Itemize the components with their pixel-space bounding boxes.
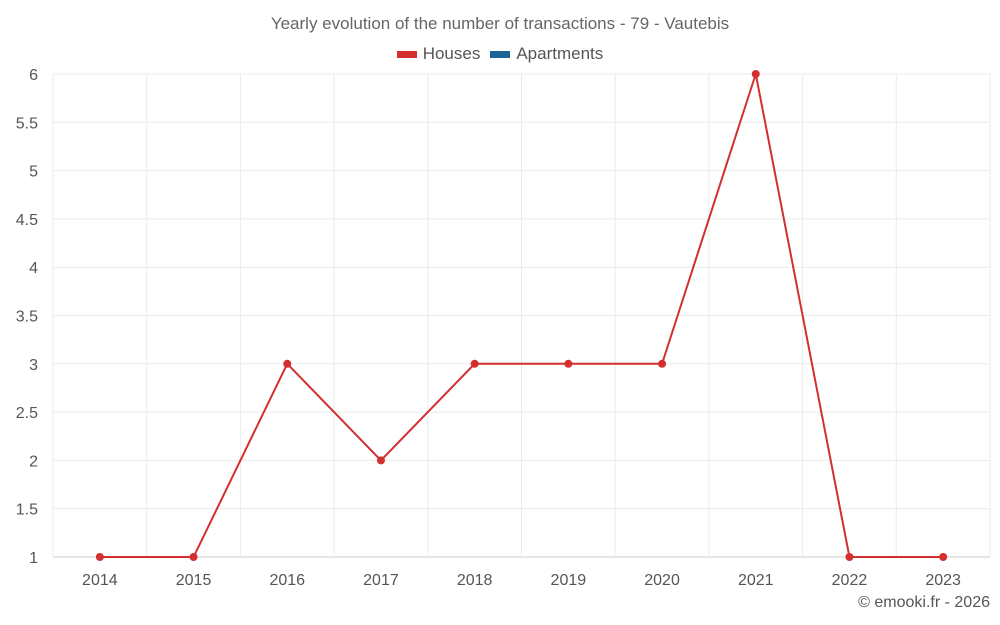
data-point	[751, 70, 760, 78]
x-tick-label: 2016	[269, 572, 305, 589]
data-point	[845, 553, 854, 561]
y-tick-label: 2.5	[16, 405, 38, 422]
legend-item-apartments[interactable]: Apartments	[490, 44, 603, 64]
legend: Houses Apartments	[0, 44, 1000, 64]
legend-swatch-houses	[396, 50, 417, 58]
y-tick-label: 6	[29, 67, 38, 84]
y-tick-label: 3.5	[16, 309, 38, 326]
x-tick-label: 2017	[363, 572, 399, 589]
x-tick-label: 2019	[551, 572, 587, 589]
series-line-houses	[99, 73, 944, 558]
legend-item-houses[interactable]: Houses	[396, 44, 481, 64]
x-tick-label: 2020	[644, 572, 680, 589]
y-tick-label: 1	[29, 550, 38, 567]
y-tick-label: 2	[29, 453, 38, 470]
legend-swatch-apartments	[490, 50, 511, 58]
x-tick-label: 2014	[82, 572, 118, 589]
x-tick-label: 2021	[738, 572, 774, 589]
chart-title: Yearly evolution of the number of transa…	[270, 14, 730, 33]
legend-label-houses: Houses	[422, 44, 481, 63]
legend-label-apartments: Apartments	[516, 44, 604, 63]
y-tick-label: 1.5	[16, 502, 38, 519]
data-point	[564, 359, 573, 368]
data-point	[189, 553, 198, 561]
x-tick-label: 2015	[176, 572, 212, 589]
y-tick-label: 5.5	[16, 115, 38, 132]
x-tick-label: 2023	[925, 572, 961, 589]
data-point	[939, 553, 948, 561]
data-point	[658, 359, 667, 368]
y-tick-label: 5	[29, 164, 38, 181]
data-point	[376, 456, 385, 465]
credit-text: © emooki.fr - 2026	[858, 594, 990, 611]
data-point	[283, 359, 292, 368]
y-tick-label: 3	[29, 357, 38, 374]
x-tick-label: 2022	[832, 572, 868, 589]
x-tick-label: 2018	[457, 572, 493, 589]
y-tick-label: 4	[29, 260, 38, 277]
data-point	[95, 553, 104, 561]
data-point	[470, 359, 479, 368]
y-tick-label: 4.5	[16, 212, 38, 229]
